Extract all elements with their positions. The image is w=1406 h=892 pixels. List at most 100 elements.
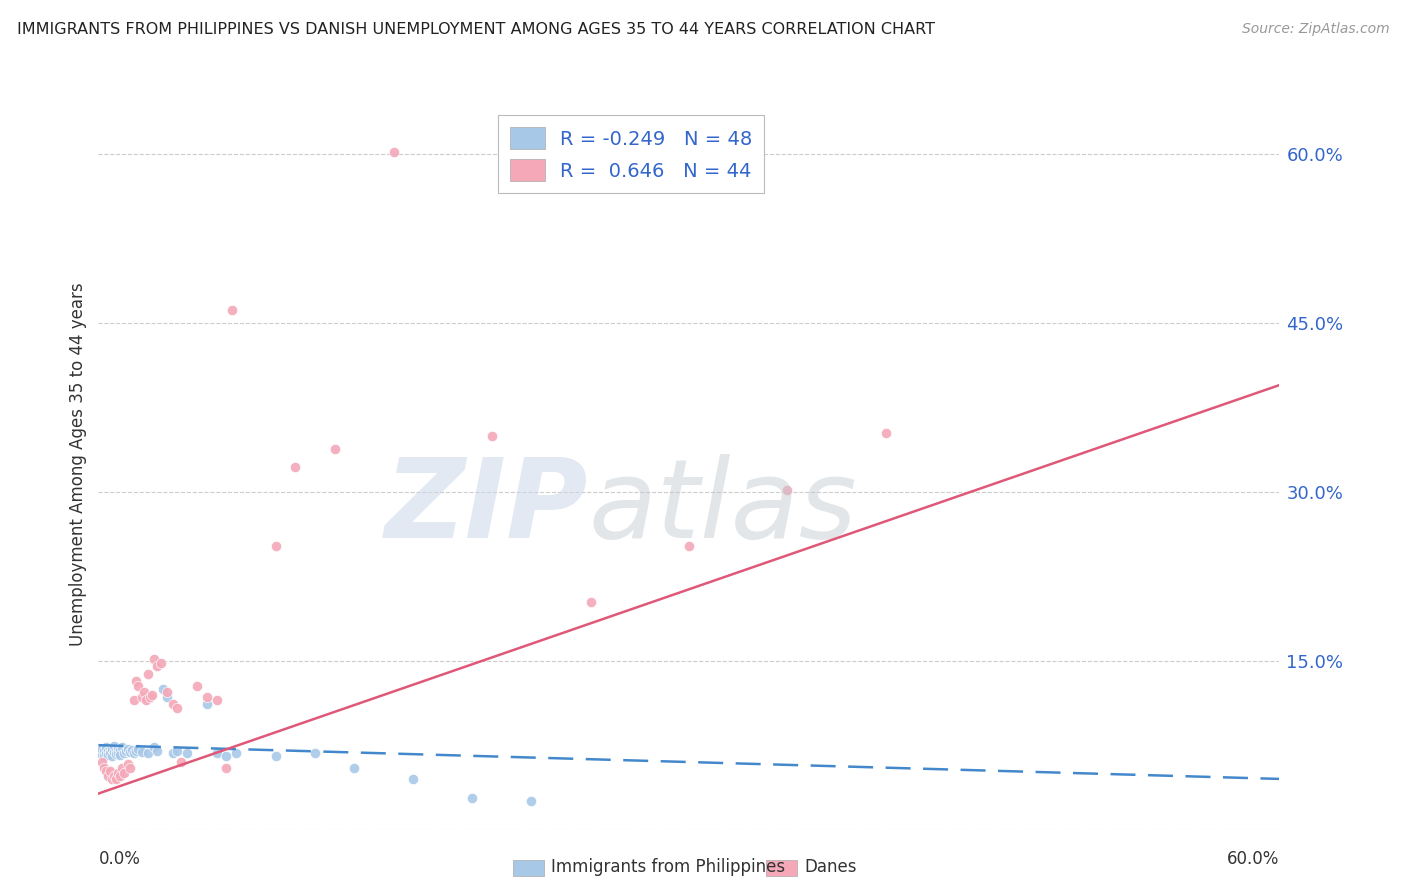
- Point: [304, 746, 326, 760]
- Point: [166, 744, 188, 758]
- Point: [461, 791, 484, 805]
- Point: [96, 740, 118, 755]
- Point: [264, 539, 287, 553]
- Point: [117, 741, 139, 756]
- Point: [112, 746, 135, 760]
- Point: [96, 746, 118, 760]
- Point: [111, 740, 134, 755]
- Point: [127, 679, 149, 693]
- Point: [162, 746, 184, 760]
- Text: Immigrants from Philippines: Immigrants from Philippines: [551, 858, 786, 876]
- Point: [96, 764, 118, 778]
- Point: [176, 746, 198, 760]
- Point: [138, 690, 160, 704]
- Point: [131, 690, 153, 704]
- Point: [264, 749, 287, 764]
- Point: [520, 794, 543, 808]
- Text: 0.0%: 0.0%: [98, 850, 141, 868]
- Point: [142, 651, 165, 665]
- Point: [150, 656, 173, 670]
- Point: [195, 697, 218, 711]
- Point: [117, 757, 139, 772]
- Point: [97, 768, 120, 782]
- Point: [105, 747, 128, 761]
- Point: [678, 539, 700, 553]
- Point: [118, 761, 141, 775]
- Point: [103, 745, 125, 759]
- Text: 60.0%: 60.0%: [1227, 850, 1279, 868]
- Text: IMMIGRANTS FROM PHILIPPINES VS DANISH UNEMPLOYMENT AMONG AGES 35 TO 44 YEARS COR: IMMIGRANTS FROM PHILIPPINES VS DANISH UN…: [17, 22, 935, 37]
- Point: [776, 483, 799, 497]
- Point: [132, 685, 155, 699]
- Point: [141, 688, 163, 702]
- Point: [142, 740, 165, 755]
- Point: [146, 659, 169, 673]
- Point: [98, 746, 121, 760]
- Point: [170, 755, 193, 769]
- Point: [101, 741, 124, 756]
- Point: [122, 693, 145, 707]
- Point: [118, 745, 141, 759]
- Point: [131, 745, 153, 759]
- Point: [103, 739, 125, 754]
- Point: [93, 761, 115, 775]
- Point: [97, 744, 120, 758]
- Text: atlas: atlas: [589, 454, 858, 561]
- Point: [402, 772, 425, 786]
- Text: Source: ZipAtlas.com: Source: ZipAtlas.com: [1241, 22, 1389, 37]
- Point: [101, 772, 124, 786]
- Text: Danes: Danes: [804, 858, 856, 876]
- Point: [121, 742, 143, 756]
- Point: [382, 145, 405, 160]
- Point: [481, 428, 503, 442]
- Point: [91, 755, 114, 769]
- Point: [875, 426, 897, 441]
- Point: [125, 744, 148, 758]
- Point: [122, 746, 145, 760]
- Point: [162, 697, 184, 711]
- Y-axis label: Unemployment Among Ages 35 to 44 years: Unemployment Among Ages 35 to 44 years: [69, 282, 87, 646]
- Point: [136, 667, 159, 681]
- Point: [93, 744, 115, 758]
- Legend: R = -0.249   N = 48, R =  0.646   N = 44: R = -0.249 N = 48, R = 0.646 N = 44: [498, 115, 763, 194]
- Point: [579, 595, 602, 609]
- Point: [108, 768, 131, 782]
- Point: [343, 761, 366, 775]
- Point: [115, 744, 138, 758]
- Point: [136, 746, 159, 760]
- Point: [105, 772, 128, 786]
- Point: [108, 748, 131, 763]
- Point: [156, 685, 179, 699]
- Point: [89, 746, 111, 760]
- Point: [215, 749, 238, 764]
- Point: [284, 460, 307, 475]
- Point: [101, 749, 124, 764]
- Point: [111, 761, 134, 775]
- Point: [215, 761, 238, 775]
- Point: [186, 679, 208, 693]
- Point: [107, 766, 129, 780]
- Point: [166, 701, 188, 715]
- Point: [152, 681, 174, 696]
- Point: [105, 744, 128, 758]
- Point: [225, 746, 247, 760]
- Point: [195, 690, 218, 704]
- Point: [127, 741, 149, 756]
- Point: [107, 746, 129, 760]
- Point: [98, 742, 121, 756]
- Point: [98, 764, 121, 778]
- Point: [135, 693, 157, 707]
- Point: [323, 442, 346, 457]
- Point: [205, 746, 228, 760]
- Point: [97, 748, 120, 763]
- Point: [205, 693, 228, 707]
- Point: [103, 768, 125, 782]
- Point: [156, 690, 179, 704]
- Text: ZIP: ZIP: [385, 454, 589, 561]
- Point: [93, 749, 115, 764]
- Point: [108, 742, 131, 756]
- Point: [221, 302, 243, 317]
- Point: [91, 741, 114, 756]
- Point: [112, 766, 135, 780]
- Point: [107, 741, 129, 756]
